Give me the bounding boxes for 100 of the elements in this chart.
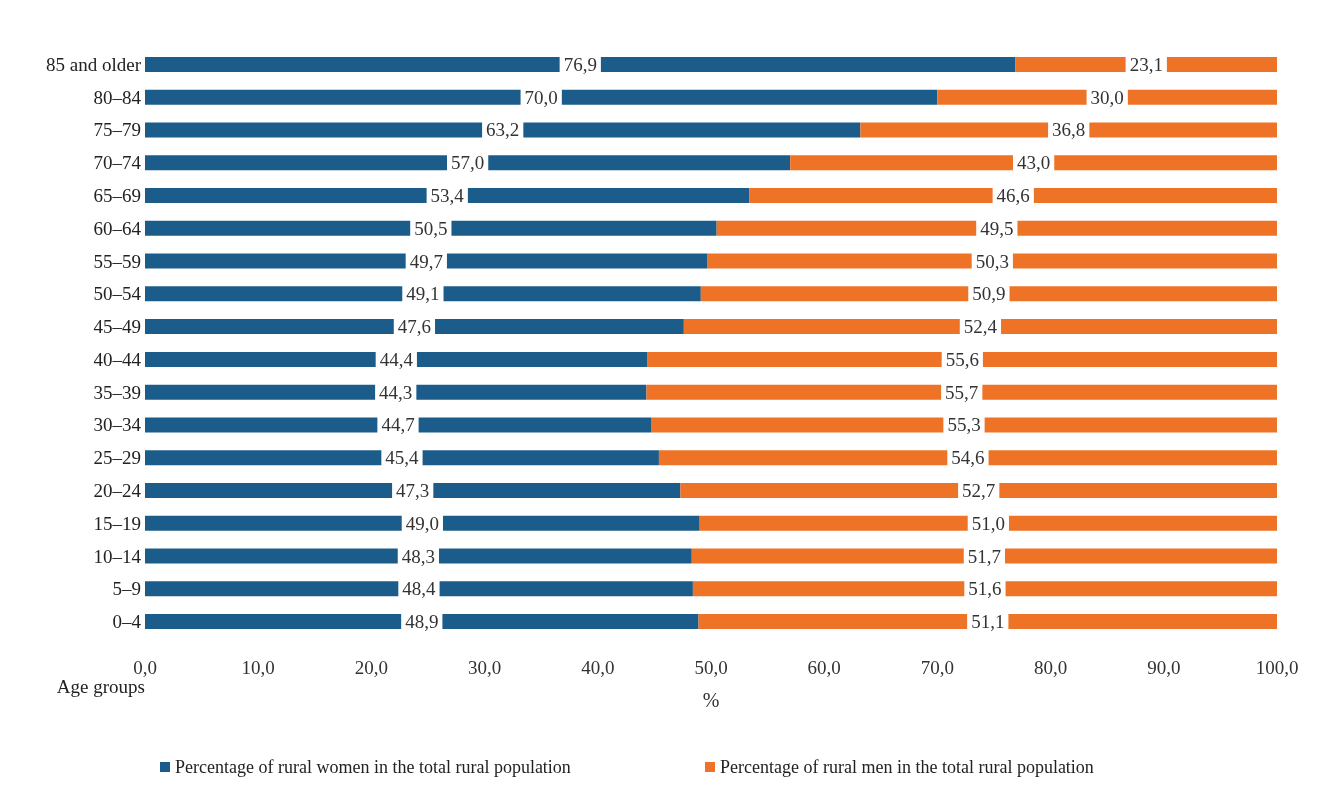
bar bbox=[790, 155, 1277, 171]
x-tick-label: 30,0 bbox=[467, 657, 502, 678]
x-tick-label: 10,0 bbox=[241, 657, 275, 678]
y-tick-label: 20–24 bbox=[93, 480, 142, 501]
data-label: 55,3 bbox=[947, 414, 981, 436]
y-tick-label: 55–59 bbox=[93, 250, 141, 272]
y-tick-label: 50–54 bbox=[93, 283, 142, 305]
y-tick-label: 65–69 bbox=[93, 185, 141, 206]
data-label: 46,6 bbox=[996, 185, 1030, 206]
data-label: 63,2 bbox=[486, 119, 520, 141]
bar bbox=[647, 351, 1277, 367]
x-tick-label: 50,0 bbox=[694, 657, 728, 678]
bar bbox=[691, 548, 1277, 564]
data-label: 48,3 bbox=[401, 545, 435, 567]
y-tick-label: 0–4 bbox=[112, 611, 142, 633]
data-label: 50,5 bbox=[414, 217, 448, 239]
x-tick-label: 20,0 bbox=[354, 657, 389, 678]
data-label: 49,1 bbox=[406, 283, 440, 305]
data-label: 51,7 bbox=[967, 545, 1001, 567]
bar bbox=[145, 286, 701, 302]
data-label: 49,5 bbox=[980, 217, 1014, 239]
x-tick-label: 40,0 bbox=[581, 657, 615, 678]
bar bbox=[680, 483, 1277, 498]
bar bbox=[145, 384, 647, 400]
data-label: 51,6 bbox=[968, 578, 1002, 600]
legend-label: Percentage of rural women in the total rural population bbox=[175, 757, 571, 777]
x-tick-label: 70,0 bbox=[920, 657, 955, 678]
data-label: 51,1 bbox=[971, 611, 1005, 633]
bar bbox=[145, 122, 861, 138]
bar bbox=[646, 384, 1277, 400]
data-label: 23,1 bbox=[1129, 53, 1163, 75]
y-tick-label: 75–79 bbox=[93, 119, 141, 141]
bar bbox=[145, 220, 717, 236]
bar bbox=[145, 417, 651, 433]
bar bbox=[749, 188, 1277, 203]
legend-label: Percentage of rural men in the total rural population bbox=[720, 757, 1094, 777]
x-tick-label: 60,0 bbox=[807, 657, 841, 678]
data-label: 44,3 bbox=[379, 381, 413, 403]
data-label: 54,6 bbox=[951, 447, 985, 469]
data-label: 50,9 bbox=[972, 283, 1006, 305]
bar bbox=[145, 351, 648, 367]
y-tick-label: 80–84 bbox=[93, 86, 142, 108]
data-label: 76,9 bbox=[563, 53, 597, 75]
data-label: 30,0 bbox=[1090, 86, 1124, 108]
data-label: 55,7 bbox=[945, 381, 979, 403]
data-label: 48,4 bbox=[402, 578, 437, 600]
bar bbox=[145, 483, 681, 498]
data-label: 36,8 bbox=[1052, 119, 1086, 141]
y-tick-label: 35–39 bbox=[93, 381, 141, 403]
data-label: 50,3 bbox=[975, 250, 1009, 272]
bar bbox=[145, 515, 700, 531]
data-label: 44,7 bbox=[381, 414, 415, 436]
bar bbox=[707, 253, 1277, 269]
bar bbox=[145, 188, 750, 203]
bar bbox=[651, 417, 1277, 433]
bar bbox=[145, 450, 659, 466]
y-tick-label: 45–49 bbox=[93, 316, 141, 338]
data-label: 70,0 bbox=[524, 86, 558, 108]
x-tick-label: 100,0 bbox=[1255, 657, 1299, 678]
y-tick-label: 5–9 bbox=[112, 578, 141, 600]
x-tick-label: 80,0 bbox=[1033, 657, 1068, 678]
data-label: 44,4 bbox=[379, 348, 414, 370]
data-label: 45,4 bbox=[385, 447, 420, 469]
bar bbox=[658, 450, 1277, 466]
y-tick-label: 70–74 bbox=[93, 152, 142, 174]
x-axis-title: % bbox=[702, 689, 720, 711]
x-tick-label: 0,0 bbox=[133, 657, 157, 678]
x-tick-label: 90,0 bbox=[1147, 657, 1181, 678]
bar bbox=[145, 614, 699, 630]
y-tick-label: 10–14 bbox=[93, 545, 142, 567]
bar bbox=[145, 253, 708, 269]
y-tick-label: 30–34 bbox=[93, 414, 142, 436]
data-label: 51,0 bbox=[971, 512, 1005, 534]
data-label: 52,7 bbox=[962, 480, 996, 501]
bar bbox=[145, 56, 1016, 72]
bar bbox=[145, 155, 791, 171]
bar bbox=[692, 581, 1277, 597]
y-tick-label: 15–19 bbox=[93, 512, 141, 534]
bar bbox=[145, 89, 938, 105]
data-label: 49,0 bbox=[405, 512, 439, 534]
bar bbox=[860, 122, 1277, 138]
bar bbox=[145, 581, 693, 597]
data-label: 55,6 bbox=[945, 348, 979, 370]
y-tick-label: 25–29 bbox=[93, 447, 141, 469]
data-label: 49,7 bbox=[409, 250, 443, 272]
bar bbox=[716, 220, 1277, 236]
data-label: 47,3 bbox=[396, 480, 430, 501]
data-label: 47,6 bbox=[397, 316, 432, 338]
bar bbox=[700, 286, 1277, 302]
y-tick-label: 85 and older bbox=[46, 53, 142, 75]
data-label: 52,4 bbox=[963, 316, 998, 338]
bar bbox=[683, 319, 1277, 335]
data-label: 48,9 bbox=[405, 611, 439, 633]
y-tick-label: 40–44 bbox=[93, 348, 142, 370]
data-label: 53,4 bbox=[430, 185, 465, 206]
bar bbox=[699, 515, 1277, 531]
y-tick-label: 60–64 bbox=[93, 217, 142, 239]
bar bbox=[145, 548, 692, 564]
bar bbox=[698, 614, 1277, 630]
data-label: 57,0 bbox=[450, 152, 485, 174]
